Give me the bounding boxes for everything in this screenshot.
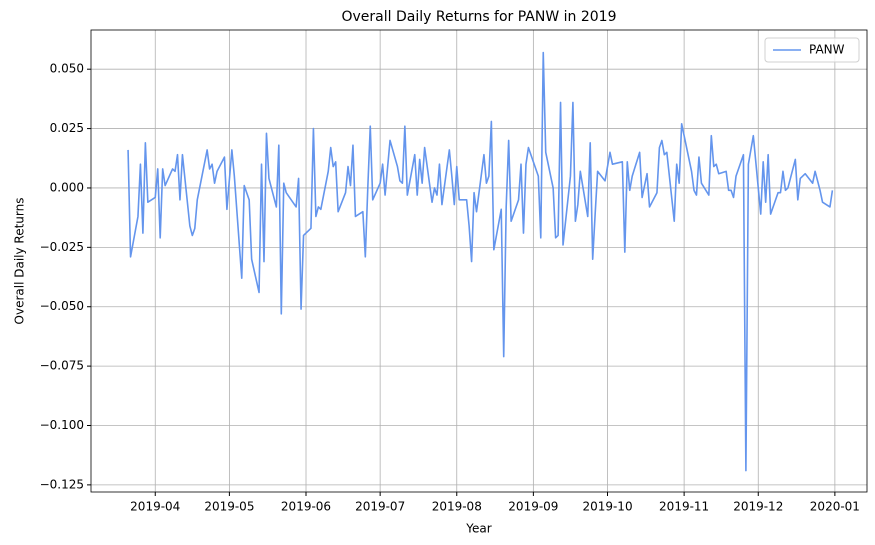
y-tick-label: −0.125 (40, 477, 84, 491)
x-tick-label: 2019-11 (659, 500, 709, 514)
legend: PANW (764, 37, 860, 63)
y-tick-label: −0.075 (40, 359, 84, 373)
legend-box (764, 37, 860, 63)
x-tick-label: 2019-08 (432, 500, 482, 514)
y-tick-label: −0.025 (40, 240, 84, 254)
x-tick-label: 2019-04 (130, 500, 180, 514)
x-tick-label: 2019-12 (733, 500, 783, 514)
x-tick-label: 2019-07 (355, 500, 405, 514)
axes-frame (90, 29, 868, 493)
y-tick-label: −0.050 (40, 299, 84, 313)
y-axis-label: Overall Daily Returns (13, 198, 27, 325)
x-tick-label: 2019-05 (204, 500, 254, 514)
y-tick-label: −0.100 (40, 418, 84, 432)
y-tick-label: 0.000 (50, 180, 84, 194)
x-tick-label: 2019-09 (508, 500, 558, 514)
legend-label: PANW (809, 43, 845, 57)
x-tick-label: 2019-10 (582, 500, 632, 514)
y-tick-label: 0.025 (50, 121, 84, 135)
x-axis-label: Year (465, 522, 491, 536)
chart-title: Overall Daily Returns for PANW in 2019 (342, 9, 617, 25)
y-tick-label: 0.050 (50, 62, 84, 76)
data-line (127, 51, 834, 472)
x-tick-label: 2020-01 (810, 500, 860, 514)
x-tick-label: 2019-06 (281, 500, 331, 514)
